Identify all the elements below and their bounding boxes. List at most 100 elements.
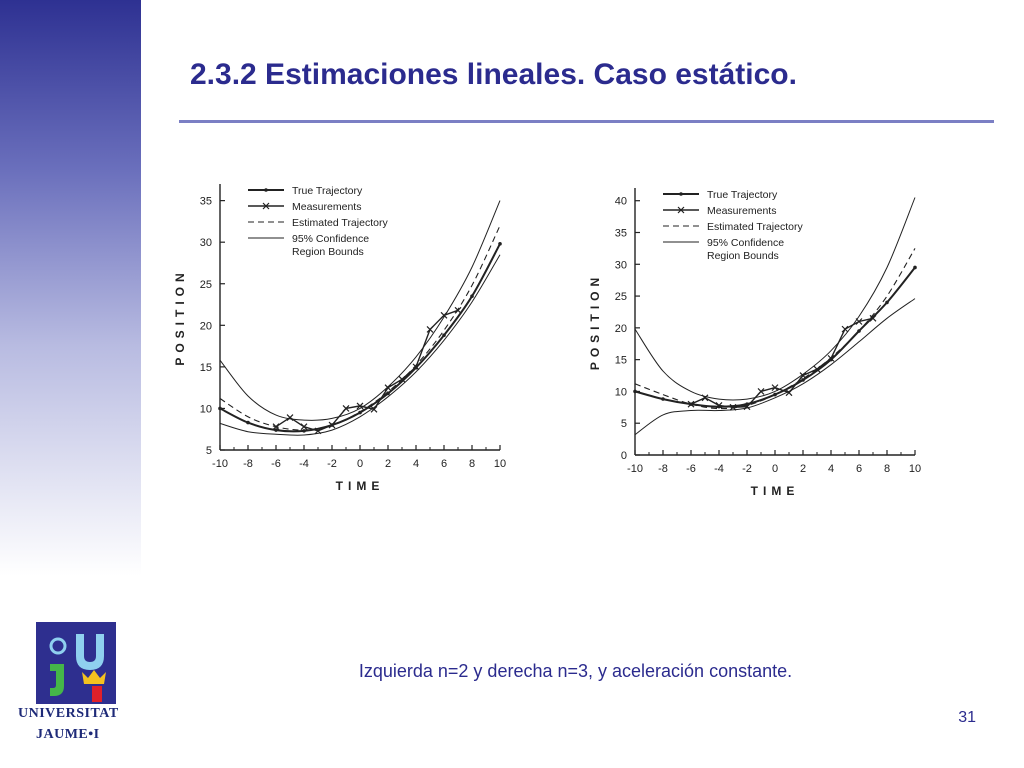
measurement-point <box>300 423 308 431</box>
true-trajectory-point <box>274 428 278 432</box>
x-tick-label: -8 <box>243 458 253 470</box>
measurement-point <box>771 384 779 392</box>
logo-text-line2: JAUME•I <box>36 727 100 742</box>
x-tick-label: 6 <box>441 458 447 470</box>
x-tick-label: 8 <box>884 463 890 475</box>
series-solid-x <box>690 317 874 409</box>
true-trajectory-point <box>885 300 889 305</box>
x-tick-label: -4 <box>299 458 309 470</box>
x-tick-label: 8 <box>469 458 475 470</box>
true-trajectory-point <box>661 397 665 401</box>
x-tick-label: 0 <box>357 458 363 470</box>
y-axis-title: POSITION <box>588 273 602 370</box>
x-tick-label: -2 <box>327 458 337 470</box>
y-tick-label: 30 <box>615 259 627 271</box>
legend-label: Estimated Trajectory <box>707 221 803 233</box>
y-tick-label: 15 <box>200 362 212 374</box>
x-tick-label: -2 <box>742 463 752 475</box>
x-tick-label: -6 <box>271 458 281 470</box>
legend-label: True Trajectory <box>292 185 363 197</box>
y-tick-label: 25 <box>615 291 627 303</box>
legend-label-cont: Region Bounds <box>707 250 779 262</box>
series-thin <box>634 298 916 436</box>
legend-label: 95% Confidence <box>707 237 784 249</box>
y-tick-label: 20 <box>200 320 212 332</box>
true-trajectory-point <box>801 378 805 382</box>
legend-label: Measurements <box>292 201 361 213</box>
x-tick-label: 10 <box>909 463 921 475</box>
measurement-point <box>687 400 695 408</box>
series-thin <box>634 197 916 401</box>
y-tick-label: 15 <box>615 355 627 367</box>
chart-left: -10 -8 -6 -4 -2 0 2 4 6 8 10 5 10 15 20 25 30 35 TIME POSIT… <box>173 184 506 493</box>
x-tick-label: -10 <box>212 458 228 470</box>
legend-label: 95% Confidence <box>292 233 369 245</box>
x-tick-label: 2 <box>800 463 806 475</box>
y-tick-label: 20 <box>615 323 627 335</box>
legend-dot <box>264 188 268 192</box>
x-tick-label: 0 <box>772 463 778 475</box>
legend-dot <box>679 192 683 196</box>
y-tick-label: 35 <box>200 196 212 208</box>
series-dashed <box>634 248 916 410</box>
true-trajectory-point <box>218 406 222 411</box>
y-axis-title: POSITION <box>173 268 187 365</box>
y-tick-label: 5 <box>621 418 627 430</box>
measurement-point <box>426 326 434 333</box>
y-tick-label: 5 <box>206 445 212 457</box>
series-solid-x <box>275 309 459 432</box>
true-trajectory-point <box>913 265 917 270</box>
y-tick-label: 30 <box>200 237 212 249</box>
measurement-point <box>384 384 392 392</box>
measurement-point <box>286 414 294 422</box>
true-trajectory-point <box>246 420 250 425</box>
logo-text-line1: UNIVERSITAT <box>18 706 119 721</box>
x-tick-label: -10 <box>627 463 643 475</box>
measurement-point <box>412 363 420 371</box>
chart-right: -10 -8 -6 -4 -2 0 2 4 6 8 10 0 5 10 15 20 25 30 35 40 TIME PO… <box>588 188 921 498</box>
y-tick-label: 0 <box>621 450 627 462</box>
measurement-point <box>715 401 723 409</box>
x-tick-label: -6 <box>686 463 696 475</box>
legend-label: True Trajectory <box>707 189 778 201</box>
series-thin <box>219 200 501 421</box>
title-underline <box>179 120 994 123</box>
legend-label-cont: Region Bounds <box>292 246 364 258</box>
y-tick-label: 10 <box>200 403 212 415</box>
true-trajectory-point <box>442 333 446 338</box>
true-trajectory-point <box>498 242 502 246</box>
legend-label: Estimated Trajectory <box>292 217 388 229</box>
x-tick-label: 10 <box>494 458 506 470</box>
measurement-point <box>869 314 877 322</box>
legend-x <box>262 202 270 210</box>
series-dashed <box>219 225 501 431</box>
true-trajectory-point <box>470 294 474 299</box>
x-tick-label: 6 <box>856 463 862 475</box>
true-trajectory-point <box>633 389 637 394</box>
legend-x <box>677 206 685 214</box>
measurement-point <box>342 405 350 412</box>
y-tick-label: 35 <box>615 228 627 240</box>
university-logo-icon <box>36 622 116 704</box>
legend-label: Measurements <box>707 205 776 217</box>
measurement-point <box>757 388 765 395</box>
slide-title: 2.3.2 Estimaciones lineales. Caso estáti… <box>190 58 797 91</box>
series-thin <box>219 254 501 436</box>
y-tick-label: 25 <box>200 279 212 291</box>
x-tick-label: 2 <box>385 458 391 470</box>
measurement-point <box>370 405 378 413</box>
x-axis-title: TIME <box>751 484 800 498</box>
y-tick-label: 10 <box>615 386 627 398</box>
page-number: 31 <box>958 709 976 726</box>
x-tick-label: 4 <box>413 458 419 470</box>
slide-caption: Izquierda n=2 y derecha n=3, y aceleraci… <box>358 661 793 681</box>
series-solid-dot <box>634 266 916 408</box>
measurement-point <box>841 325 849 333</box>
x-axis-title: TIME <box>336 479 385 493</box>
y-tick-label: 40 <box>615 196 627 208</box>
x-tick-label: 4 <box>828 463 834 475</box>
measurement-point <box>356 402 364 410</box>
x-tick-label: -8 <box>658 463 668 475</box>
x-tick-label: -4 <box>714 463 724 475</box>
series-solid-dot <box>219 243 501 433</box>
